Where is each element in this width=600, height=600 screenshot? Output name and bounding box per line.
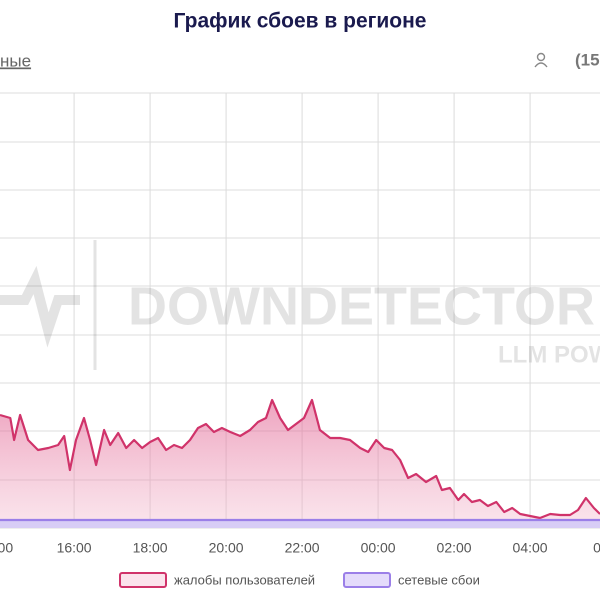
area-fill [0,400,600,528]
x-tick-label: 22:00 [285,540,320,556]
x-tick-label: 04:00 [513,540,548,556]
chart-title: График сбоев в регионе [174,10,427,33]
series-line [0,398,600,520]
user-icon[interactable] [534,52,548,68]
legend-swatch [119,572,167,588]
legend-label: сетевые сбои [398,572,480,587]
data-link[interactable]: ные [0,51,31,70]
area-fill [0,520,600,528]
x-tick-label: 18:00 [133,540,168,556]
range-button[interactable]: (15 [575,50,600,69]
watermark-brand: DOWNDETECTOR [128,276,595,336]
x-tick-label: 02:00 [437,540,472,556]
x-tick-label: 20:00 [209,540,244,556]
legend-label: жалобы пользователей [174,572,315,587]
x-tick-label: 00 [0,540,13,556]
legend-swatch [343,572,391,588]
watermark: DOWNDETECTOR LLM POW [0,240,600,370]
x-tick-label: 00:00 [361,540,396,556]
watermark-sub: LLM POW [498,341,600,368]
x-tick-label: 16:00 [57,540,92,556]
x-tick-label: 06 [593,540,600,556]
